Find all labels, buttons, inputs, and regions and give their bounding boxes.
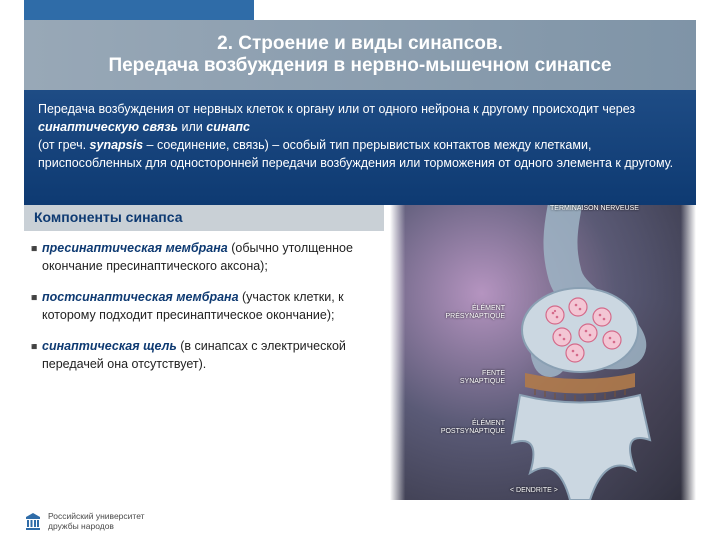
def-em3: synapsis	[90, 138, 144, 152]
bullet-marker: ◾	[28, 338, 42, 373]
def-em2: синапс	[206, 120, 250, 134]
bullet-lead: постсинаптическая мембрана	[42, 290, 239, 304]
footer: Российский университет дружбы народов	[24, 512, 145, 532]
title-line2: Передача возбуждения в нервно-мышечном с…	[24, 55, 696, 77]
list-item: ◾ постсинаптическая мембрана (участок кл…	[28, 289, 384, 324]
label-dendrite: < DENDRITE >	[510, 487, 558, 495]
label-terminaison: TERMINAISON NERVEUSE	[550, 205, 639, 213]
bullet-lead: синаптическая щель	[42, 339, 177, 353]
list-item: ◾ синаптическая щель (в синапсах с элект…	[28, 338, 384, 373]
footer-text: Российский университет дружбы народов	[48, 512, 145, 532]
def-par-open: (от греч.	[38, 138, 90, 152]
components-heading: Компоненты синапса	[24, 205, 384, 231]
def-em1: синаптическую связь	[38, 120, 178, 134]
list-item: ◾ пресинаптическая мембрана (обычно утол…	[28, 240, 384, 275]
title-band: 2. Строение и виды синапсов. Передача во…	[24, 20, 696, 90]
def-mid1: или	[178, 120, 206, 134]
bullet-marker: ◾	[28, 240, 42, 275]
label-cleft: FENTE SYNAPTIQUE	[445, 370, 505, 385]
university-logo-icon	[24, 512, 42, 532]
bullet-marker: ◾	[28, 289, 42, 324]
bullet-list: ◾ пресинаптическая мембрана (обычно утол…	[28, 240, 384, 387]
title-line1: 2. Строение и виды синапсов.	[24, 33, 696, 55]
def-pre: Передача возбуждения от нервных клеток к…	[38, 102, 635, 116]
synapse-svg	[390, 205, 696, 500]
top-strip	[24, 0, 254, 20]
bullet-lead: пресинаптическая мембрана	[42, 241, 228, 255]
footer-line2: дружбы народов	[48, 522, 145, 532]
label-presyn: ÉLÉMENT PRÉSYNAPTIQUE	[445, 305, 505, 320]
label-postsyn: ÉLÉMENT POSTSYNAPTIQUE	[438, 420, 505, 435]
synapse-illustration: TERMINAISON NERVEUSE ÉLÉMENT PRÉSYNAPTIQ…	[390, 205, 696, 500]
definition-band: Передача возбуждения от нервных клеток к…	[24, 90, 696, 205]
